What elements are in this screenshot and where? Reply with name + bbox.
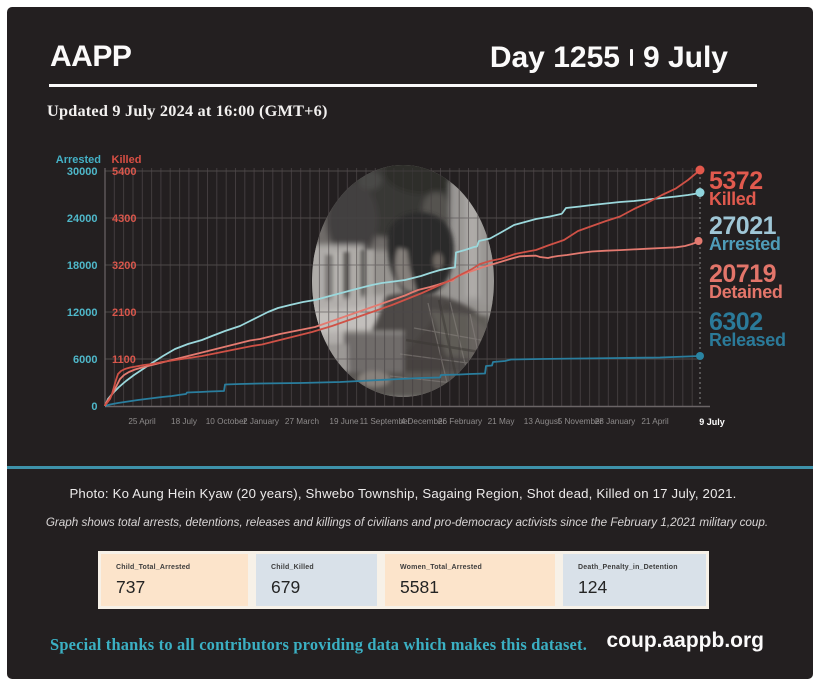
svg-text:18000: 18000	[67, 260, 98, 272]
svg-text:4300: 4300	[112, 213, 136, 225]
svg-text:21 May: 21 May	[488, 417, 516, 426]
svg-text:1100: 1100	[112, 354, 136, 366]
svg-text:Killed: Killed	[112, 154, 142, 166]
svg-text:5400: 5400	[112, 166, 136, 178]
svg-text:24000: 24000	[67, 213, 98, 225]
svg-text:6000: 6000	[73, 354, 97, 366]
svg-text:2100: 2100	[112, 307, 136, 319]
svg-text:25 April: 25 April	[128, 417, 155, 426]
svg-text:26 February: 26 February	[438, 417, 483, 426]
svg-text:0: 0	[91, 401, 97, 413]
svg-text:5 November: 5 November	[558, 417, 603, 426]
svg-text:21 April: 21 April	[641, 417, 668, 426]
svg-text:30000: 30000	[67, 166, 98, 178]
svg-text:28 January: 28 January	[595, 417, 636, 426]
svg-text:18 July: 18 July	[171, 417, 198, 426]
svg-text:Arrested: Arrested	[56, 154, 101, 166]
svg-text:12000: 12000	[67, 307, 98, 319]
svg-text:10 October: 10 October	[206, 417, 247, 426]
svg-text:2 January: 2 January	[243, 417, 280, 426]
svg-text:3200: 3200	[112, 260, 136, 272]
svg-text:9 July: 9 July	[699, 417, 725, 427]
svg-text:19 June: 19 June	[329, 417, 359, 426]
svg-text:11 September: 11 September	[360, 417, 411, 426]
svg-text:13 August: 13 August	[524, 417, 561, 426]
svg-text:4 December: 4 December	[401, 417, 446, 426]
svg-text:27 March: 27 March	[285, 417, 320, 426]
